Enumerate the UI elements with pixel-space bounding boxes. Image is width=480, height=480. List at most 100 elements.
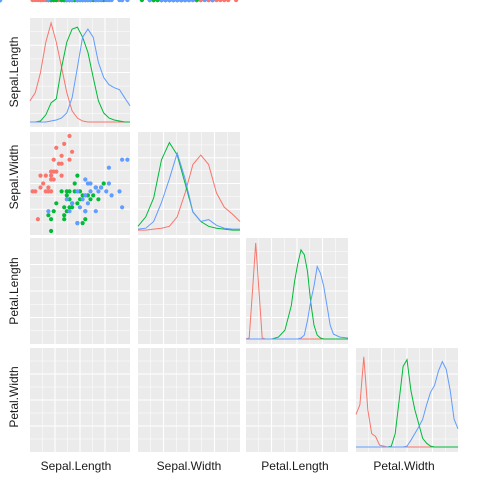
scatter-point-series-3 <box>109 193 114 198</box>
scatter-point-series-2 <box>62 205 67 210</box>
scatter-point-series-1 <box>38 173 43 178</box>
scatter-point-series-2 <box>54 0 59 3</box>
scatter-point-series-3 <box>88 0 93 3</box>
scatter-point-series-2 <box>80 221 85 226</box>
scatter-point-series-1 <box>54 169 59 174</box>
scatter-point-series-3 <box>67 209 72 214</box>
scatter-point-series-1 <box>218 0 223 3</box>
panel-petal-length-vs-petal-length <box>245 238 349 344</box>
scatter-point-series-3 <box>46 209 51 214</box>
scatter-point-series-2 <box>75 201 80 206</box>
scatter-point-series-3 <box>93 209 98 214</box>
scatter-point-series-1 <box>198 0 203 3</box>
scatter-point-series-3 <box>83 193 88 198</box>
scatter-point-series-1 <box>46 185 51 190</box>
scatter-point-series-1 <box>49 173 54 178</box>
scatter-point-series-3 <box>106 165 111 170</box>
scatter-point-series-3 <box>77 205 83 210</box>
scatter-point-series-1 <box>234 0 239 3</box>
scatter-point-series-2 <box>62 217 67 222</box>
scatter-point-series-3 <box>147 0 152 3</box>
scatter-point-series-2 <box>91 193 96 198</box>
scatter-point-series-2 <box>155 0 160 3</box>
scatter-point-series-2 <box>70 205 75 210</box>
scatter-point-series-1 <box>222 0 227 3</box>
scatter-point-series-3 <box>83 177 88 182</box>
scatter-point-series-3 <box>93 185 98 190</box>
scatter-point-series-1 <box>41 181 46 186</box>
scatter-point-series-1 <box>67 133 72 139</box>
scatter-point-series-3 <box>210 0 215 3</box>
scatter-point-series-3 <box>106 181 111 186</box>
scatter-point-series-3 <box>120 205 125 210</box>
scatter-point-series-3 <box>167 0 172 3</box>
scatter-point-series-1 <box>33 189 38 194</box>
scatter-point-series-1 <box>70 149 75 154</box>
scatter-point-series-3 <box>120 0 125 3</box>
scatter-point-series-3 <box>70 0 75 3</box>
scatter-point-series-1 <box>54 145 59 150</box>
scatter-point-series-2 <box>54 201 59 206</box>
scatter-point-series-3 <box>159 0 164 3</box>
panel-sepal-width-vs-sepal-length <box>30 132 130 235</box>
scatter-point-series-3 <box>99 185 104 190</box>
scatter-point-series-3 <box>202 0 207 3</box>
scatter-point-series-2 <box>62 213 67 218</box>
scatter-point-series-2 <box>75 173 80 178</box>
scatter-point-series-3 <box>99 0 104 3</box>
scatter-point-series-2 <box>49 217 54 222</box>
scatter-point-series-1 <box>59 153 64 158</box>
density-curve-series-1 <box>29 21 130 123</box>
scatter-point-series-2 <box>64 193 69 198</box>
scatter-point-series-2 <box>88 197 93 202</box>
scatter-point-series-1 <box>59 161 64 166</box>
scatter-point-series-3 <box>117 189 122 194</box>
panel-petal-width-vs-sepal-length <box>30 0 130 452</box>
scatter-point-series-2 <box>139 0 144 3</box>
scatter-point-series-1 <box>35 217 41 222</box>
density-curve-series-2 <box>137 141 240 231</box>
scatter-point-series-2 <box>151 0 156 3</box>
scatter-point-series-3 <box>75 0 80 3</box>
matrix-panels <box>0 0 459 452</box>
scatter-point-series-3 <box>96 189 101 194</box>
scatter-point-series-3 <box>171 0 176 3</box>
scatter-point-series-1 <box>43 173 48 178</box>
panel-petal-width-vs-petal-length <box>0 0 348 452</box>
scatter-point-series-1 <box>51 177 56 182</box>
scatter-point-series-1 <box>59 173 64 178</box>
scatter-point-series-2 <box>194 0 199 3</box>
scatter-point-series-2 <box>96 197 101 202</box>
y-axis-label-sepal-width: Sepal.Width <box>7 145 21 210</box>
scatter-point-series-1 <box>214 0 219 3</box>
scatter-point-series-3 <box>125 157 130 162</box>
scatter-point-series-2 <box>49 228 54 234</box>
scatter-point-series-3 <box>120 157 125 162</box>
density-curve-series-3 <box>30 28 131 123</box>
scatter-point-series-3 <box>85 201 90 206</box>
scatter-point-series-1 <box>41 0 46 3</box>
scatter-point-series-2 <box>46 213 51 218</box>
scatter-point-series-1 <box>226 0 231 3</box>
scatter-point-series-3 <box>88 189 93 194</box>
scatter-point-series-1 <box>38 185 43 190</box>
density-curve-series-3 <box>356 360 459 448</box>
x-axis-label-sepal-length: Sepal.Length <box>41 459 112 473</box>
scatter-point-series-3 <box>75 189 80 194</box>
scatter-point-series-3 <box>179 0 184 3</box>
x-axis-label-petal-length: Petal.Length <box>261 459 328 473</box>
scatter-point-series-2 <box>51 209 56 214</box>
density-curve-series-3 <box>246 264 349 340</box>
scatter-point-series-3 <box>183 0 188 3</box>
scatter-point-series-1 <box>62 141 67 146</box>
scatter-point-series-1 <box>206 0 211 3</box>
x-axis-label-sepal-width: Sepal.Width <box>157 459 222 473</box>
x-axis-label-petal-width: Petal.Width <box>373 459 434 473</box>
scatter-point-series-3 <box>88 181 93 186</box>
panel-sepal-length-vs-sepal-length <box>29 18 131 127</box>
scatter-point-series-3 <box>186 0 192 3</box>
scatter-point-series-3 <box>46 0 51 3</box>
panel-sepal-width-vs-sepal-width <box>137 132 241 235</box>
y-axis-label-petal-width: Petal.Width <box>7 366 21 427</box>
scatter-point-series-1 <box>49 189 54 194</box>
